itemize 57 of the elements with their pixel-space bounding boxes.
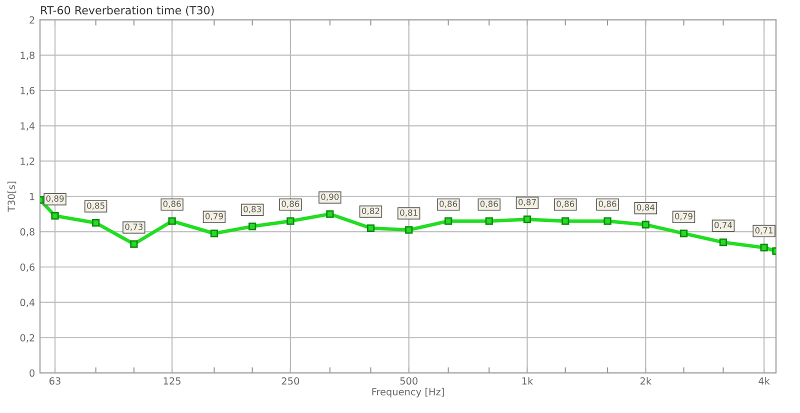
point — [286, 217, 294, 225]
y-tick-label: 0,2 — [20, 334, 34, 342]
point — [92, 219, 100, 227]
data-label: 0,83 — [244, 206, 261, 214]
x-tick-label: 4k — [758, 377, 770, 384]
data-label: 0,86 — [556, 200, 574, 208]
data-label: 0,82 — [362, 208, 380, 215]
data-label: 0,79 — [675, 213, 692, 220]
chart-title: RT-60 Reverberation time (T30) — [41, 6, 214, 16]
data-label: 0,86 — [480, 200, 498, 208]
x-tick-label: 500 — [400, 377, 418, 385]
data-label: 0,86 — [282, 200, 300, 208]
point — [719, 238, 728, 246]
x-tick-label: 1k — [522, 377, 534, 384]
point — [760, 244, 768, 252]
y-tick-label: 0,8 — [20, 228, 34, 237]
point — [523, 216, 532, 224]
x-tick-label: 2k — [640, 377, 652, 384]
y-tick-label: 0,6 — [20, 263, 35, 272]
point — [210, 230, 218, 238]
data-label: 0,87 — [518, 198, 536, 206]
data-label: 0,89 — [46, 195, 64, 203]
x-tick-label: 125 — [164, 377, 180, 385]
point — [642, 220, 650, 228]
y-tick-label: 1,2 — [20, 158, 34, 166]
y-tick-label: 1,8 — [20, 52, 34, 60]
y-tick-label: 2 — [30, 16, 34, 24]
point — [248, 222, 256, 230]
data-label: 0,71 — [755, 227, 773, 234]
data-label: 0,86 — [440, 200, 458, 208]
y-tick-label: 1,6 — [20, 86, 35, 96]
data-label: 0,90 — [321, 194, 339, 201]
x-axis-title: Frequency [Hz] — [372, 388, 444, 398]
data-label: 0,79 — [205, 213, 223, 220]
x-tick-label: 63 — [50, 377, 60, 385]
y-axis-title: T30[s] — [7, 182, 16, 212]
y-tick-label: 0,4 — [20, 298, 35, 308]
point — [51, 212, 59, 220]
y-tick-label: 1 — [30, 192, 34, 200]
y-tick-label: 1,4 — [20, 122, 35, 131]
y-tick-label: 0 — [30, 369, 34, 377]
x-tick-label: 250 — [282, 377, 300, 385]
data-label: 0,73 — [125, 224, 143, 231]
point — [405, 226, 413, 234]
point — [444, 217, 452, 225]
data-label: 0,86 — [163, 200, 181, 208]
point — [485, 217, 493, 225]
point — [366, 224, 375, 232]
data-label: 0,84 — [636, 204, 654, 212]
data-label: 0,86 — [598, 200, 616, 208]
data-label: 0,85 — [87, 202, 104, 210]
point — [326, 210, 334, 218]
point — [130, 240, 138, 248]
point — [680, 230, 688, 238]
point — [562, 217, 570, 225]
data-label: 0,81 — [400, 210, 418, 217]
data-label: 0,74 — [714, 222, 732, 230]
